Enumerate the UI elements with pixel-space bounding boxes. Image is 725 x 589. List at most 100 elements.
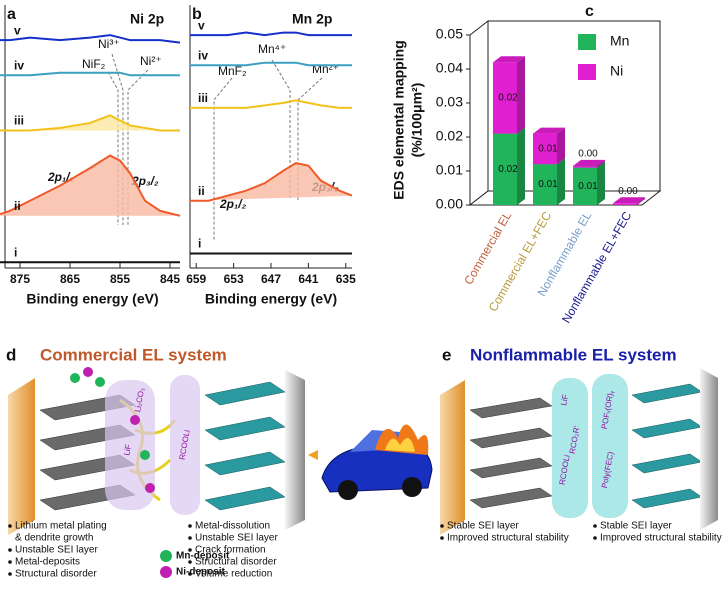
bullet [440, 524, 444, 528]
bar-side [637, 197, 645, 205]
y-tick-label: 0.03 [436, 94, 463, 110]
note: Improved structural stability [600, 533, 722, 544]
bar-segment [533, 164, 557, 205]
schematic-title: Nonflammable EL system [470, 345, 677, 364]
bar-top [493, 56, 525, 63]
note: Structural disorder [195, 557, 277, 568]
value-label: 0.01 [578, 181, 598, 192]
y-axis-label: (%/100μm²) [409, 83, 425, 158]
value-label: 0.00 [578, 149, 598, 160]
annotation: Ni³⁺ [98, 37, 120, 51]
bar-side [597, 161, 605, 205]
spectrum [0, 71, 180, 77]
bar-side [517, 127, 525, 205]
bar-side [557, 127, 565, 165]
bar-side [557, 158, 565, 205]
spectrum [190, 162, 353, 202]
series-label: v [198, 18, 205, 32]
series-label: i [14, 245, 17, 259]
y-tick-label: 0.02 [436, 128, 463, 144]
bar-segment [533, 133, 557, 165]
bullet [8, 560, 12, 564]
legend-swatch [578, 34, 596, 50]
value-label: 0.01 [538, 144, 558, 155]
series-label: i [198, 237, 201, 251]
x-axis-label: Binding energy (eV) [205, 291, 337, 307]
note: Metal-deposits [15, 557, 80, 568]
value-label: 0.01 [538, 179, 558, 190]
note: Stable SEI layer [447, 521, 519, 532]
bar-top [533, 127, 565, 134]
bar-top [613, 197, 645, 204]
bullet [593, 524, 597, 528]
bar-top [573, 159, 605, 166]
series-label: iv [14, 58, 24, 72]
legend-label: Mn-deposit [176, 551, 230, 562]
panel-letter: b [192, 6, 202, 23]
note: & dendrite growth [15, 533, 93, 544]
value-label: 0.00 [618, 186, 638, 197]
side-wall [469, 19, 489, 207]
panel-title: Mn 2p [292, 11, 332, 27]
panel-letter: d [6, 345, 16, 364]
annotation: Mn⁴⁺ [258, 42, 286, 56]
bullet [440, 536, 444, 540]
panel-letter: a [7, 6, 16, 23]
annotation: MnF₂ [218, 64, 247, 78]
series-label: ii [14, 199, 21, 213]
x-tick-label: 659 [186, 272, 206, 286]
bullet [188, 572, 192, 576]
annotation: Ni²⁺ [140, 54, 162, 68]
bar-segment [493, 62, 517, 134]
x-tick-label: 647 [261, 272, 281, 286]
schematic-d-art [8, 367, 433, 535]
category-label: Nonflammable EL+FEC [559, 209, 634, 326]
y-tick-label: 0.04 [436, 60, 463, 76]
legend-label: Ni-deposit [176, 567, 226, 578]
bullet [8, 572, 12, 576]
schematic-title: Commercial EL system [40, 345, 227, 364]
spectrum [190, 61, 352, 67]
panel-letter: e [442, 345, 451, 364]
series-label: iv [198, 48, 208, 62]
note: Stable SEI layer [600, 521, 672, 532]
series-label: v [14, 23, 21, 37]
annotation: 2p₁/₂ [219, 197, 247, 211]
bullet [188, 536, 192, 540]
spectrum [0, 34, 181, 44]
bar-segment [613, 203, 637, 205]
value-label: 0.02 [498, 93, 518, 104]
series-label: iii [198, 91, 208, 105]
note: Improved structural stability [447, 533, 569, 544]
spectrum [0, 154, 181, 217]
y-tick-label: 0.00 [436, 196, 463, 212]
legend-swatch [578, 64, 596, 80]
x-tick-label: 845 [160, 272, 180, 286]
note: Lithium metal plating [15, 521, 107, 532]
x-axis-label: Binding energy (eV) [26, 291, 158, 307]
x-tick-label: 855 [110, 272, 130, 286]
y-tick-label: 0.05 [436, 26, 463, 42]
x-tick-label: 641 [298, 272, 318, 286]
spectrum [190, 31, 352, 37]
note: Structural disorder [15, 569, 97, 580]
panel-letter: c [585, 3, 594, 20]
sei-label: LiF [122, 444, 133, 457]
y-axis-label: EDS elemental mapping [391, 40, 407, 199]
note: Unstable SEI layer [195, 533, 278, 544]
x-tick-label: 875 [10, 272, 30, 286]
series-label: iii [14, 114, 24, 128]
sei-label: LiF [559, 394, 570, 407]
series-label: ii [198, 184, 205, 198]
note: Unstable SEI layer [15, 545, 98, 556]
bar-segment [493, 133, 517, 205]
note: Volume reduction [195, 569, 272, 580]
legend-label: Ni [610, 63, 623, 79]
peak-area [190, 163, 352, 201]
bar-segment [573, 167, 597, 205]
bullet [593, 536, 597, 540]
x-tick-label: 865 [60, 272, 80, 286]
panel-title: Ni 2p [130, 11, 164, 27]
y-tick-label: 0.01 [436, 162, 463, 178]
